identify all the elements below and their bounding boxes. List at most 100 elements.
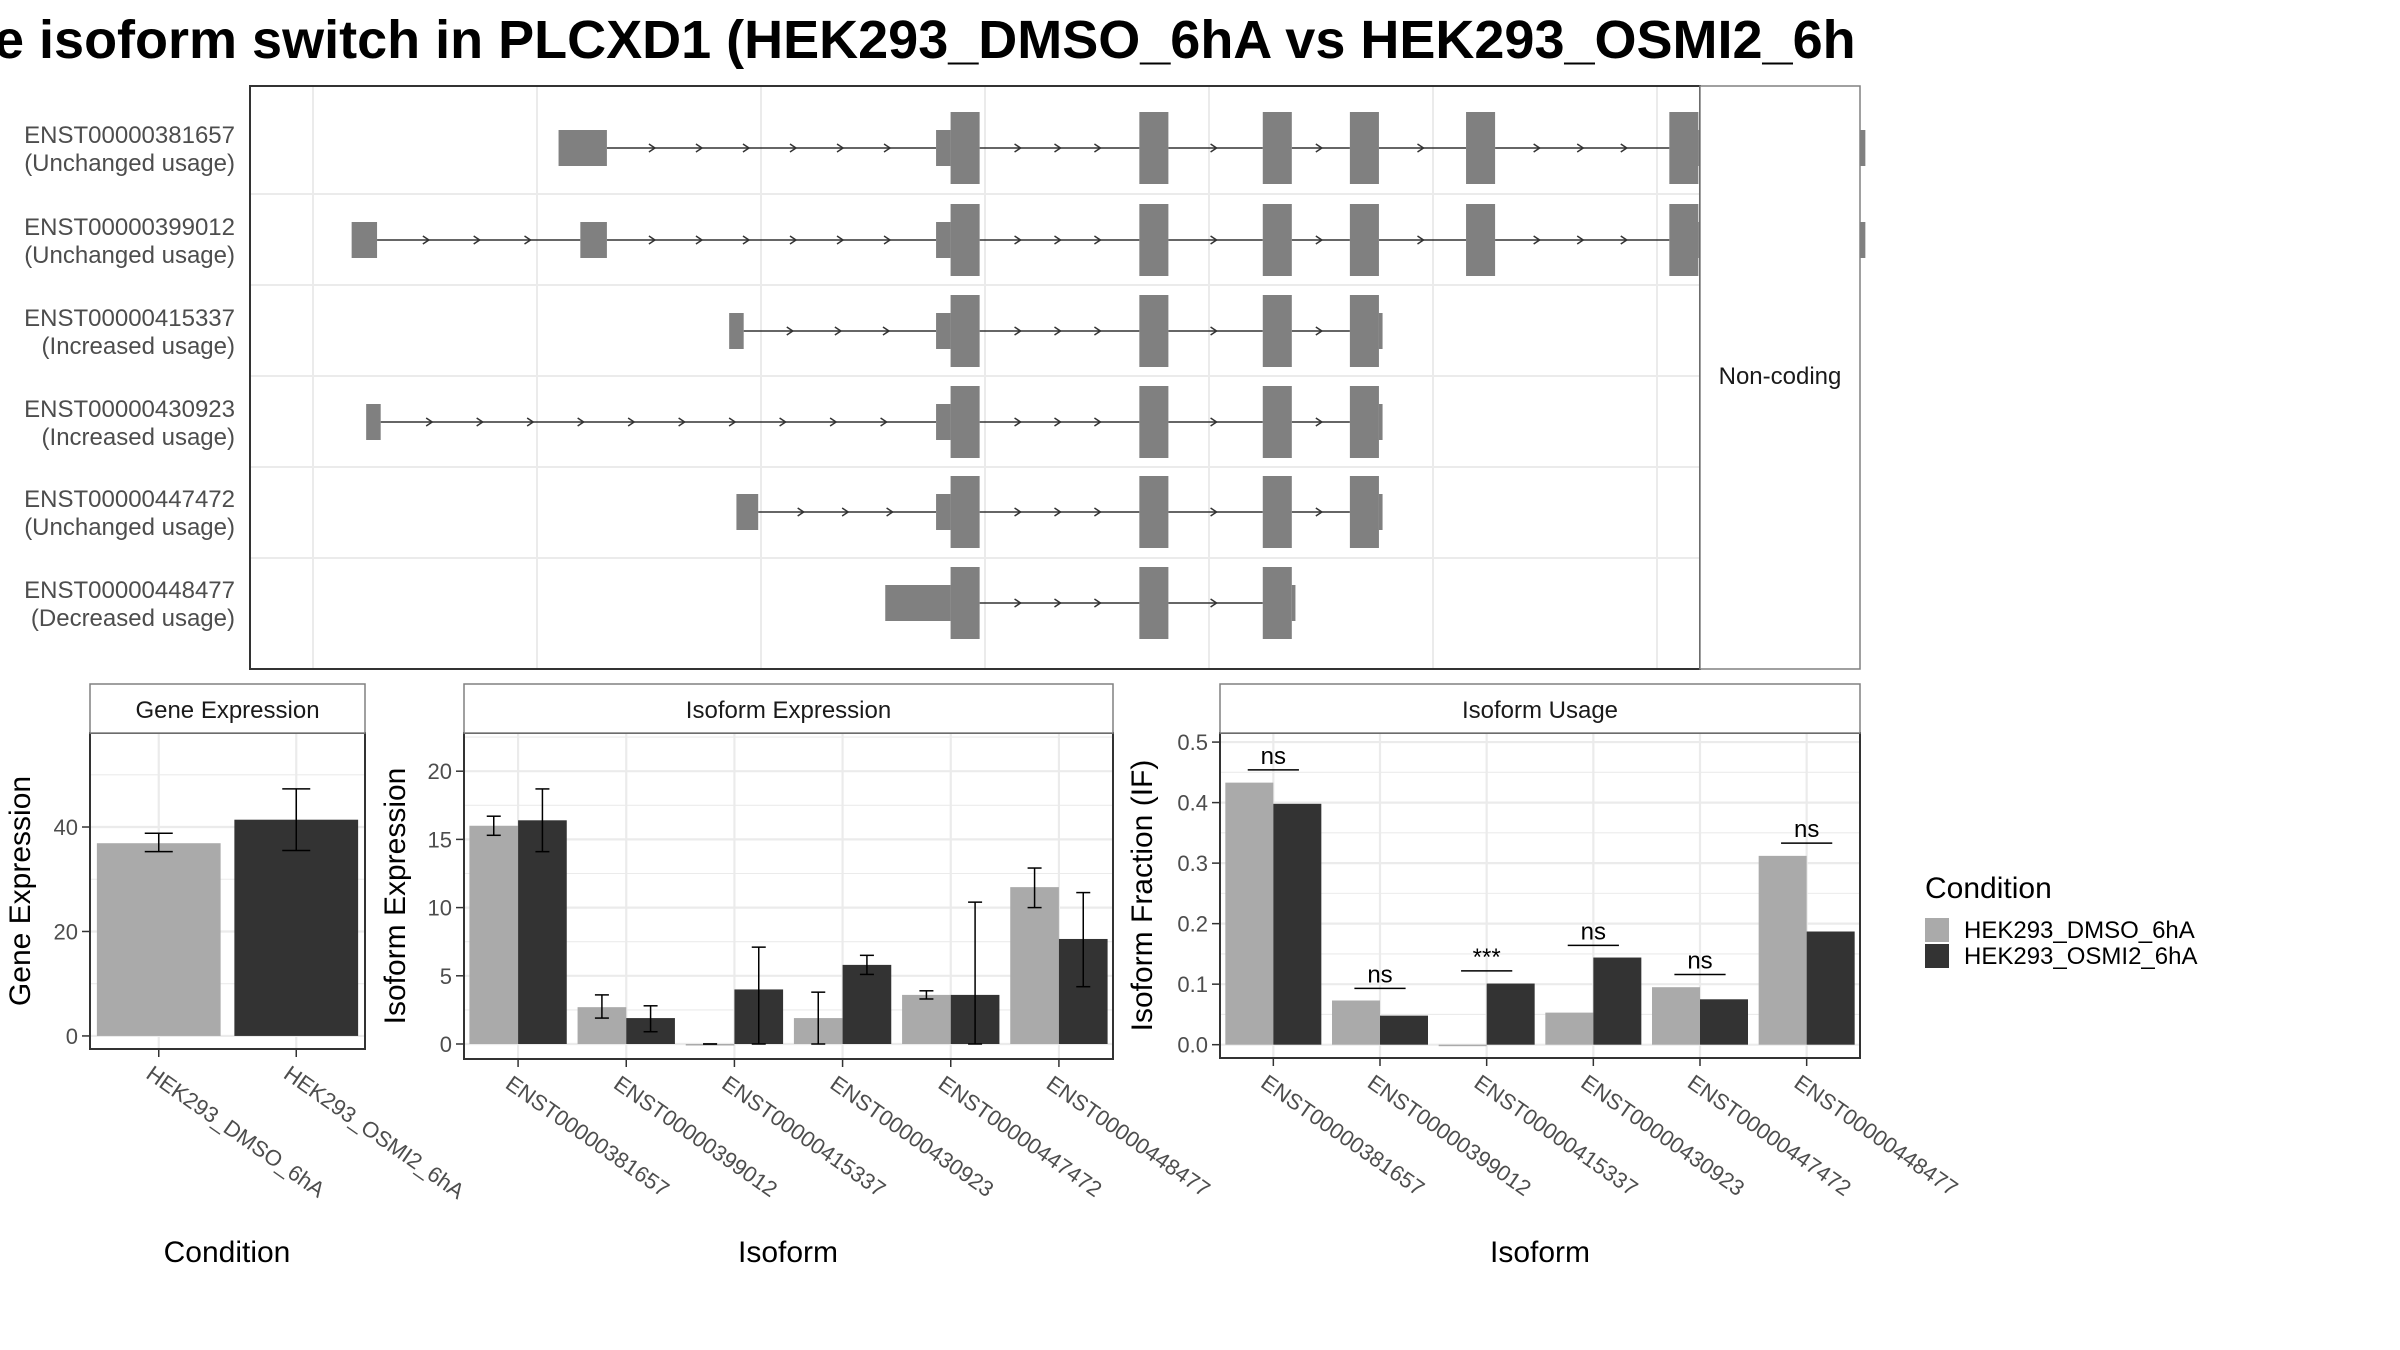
y-tick-label: 0 [66,1024,78,1049]
direction-arrow [1576,235,1585,245]
direction-arrow [678,417,686,427]
direction-arrow [1576,143,1585,153]
direction-arrow [1210,507,1218,517]
transcript-row: ENST00000430923(Increased usage) [24,386,1383,458]
exon-block [1262,567,1292,639]
direction-arrow [1533,143,1542,153]
significance-label: ns [1794,816,1819,843]
bar-ENST00000447472-series-0 [902,994,951,1044]
direction-arrow [779,417,787,427]
legend-title: Condition [1925,872,2052,905]
significance-label: ns [1261,743,1286,770]
significance-annotation: ns [1781,816,1833,844]
transcript-usage-label: (Unchanged usage) [24,242,235,269]
transcript-usage-label: (Decreased usage) [31,605,235,632]
exon-block [1349,476,1379,548]
exon-block [1139,567,1169,639]
significance-annotation: ns [1354,961,1406,990]
exon-block [580,222,607,258]
y-tick-label: 0.2 [1177,912,1208,937]
direction-arrow [422,235,431,245]
facet-strip [463,683,1114,734]
direction-arrow [1054,143,1062,153]
bar-ENST00000448477-series-0 [1010,887,1059,1044]
transcript-usage-label: (Increased usage) [42,424,235,451]
transcript-id-label: ENST00000448477 [24,577,235,604]
transcript-usage-label: (Increased usage) [42,333,235,360]
coding-status-label: Non-coding [1719,363,1842,390]
direction-arrow [1094,598,1102,608]
exon-block [936,494,951,530]
direction-arrow [1315,326,1324,336]
direction-arrow [1620,235,1629,245]
direction-arrow [1210,598,1218,608]
y-axis-title: Gene Expression [4,776,37,1006]
transcript-id-label: ENST00000415337 [24,305,235,332]
direction-arrow [1094,507,1102,517]
significance-annotation: ns [1247,743,1299,771]
exon-block [1378,404,1383,440]
exon-block [1139,476,1169,548]
transcript-row: ENST00000447472(Unchanged usage) [24,476,1383,548]
error-bar [535,788,550,853]
y-tick-label: 0.5 [1177,730,1208,755]
direction-arrow [425,417,434,427]
exon-block [736,494,759,530]
exon-block [950,567,980,639]
bar-ENST00000399012-series-0 [1332,1000,1380,1045]
facet-strip [1219,683,1861,734]
direction-arrow [476,417,485,427]
exon-block [1262,386,1292,458]
significance-label: ns [1367,961,1392,988]
bar-ENST00000381657-series-0 [469,825,519,1044]
bar-ENST00000381657-series-1 [1273,803,1322,1045]
exon-block [1466,112,1496,184]
exon-block [950,386,980,458]
x-axis-title: Isoform [1490,1236,1590,1269]
error-bar [486,815,501,837]
direction-arrow [1315,143,1324,153]
direction-arrow [1210,143,1218,153]
transcript-row: ENST00000448477(Decreased usage) [24,567,1296,639]
direction-arrow [695,143,704,153]
direction-arrow [829,417,838,427]
bar-ENST00000447472-series-0 [1652,987,1700,1045]
y-tick-label: 5 [440,964,452,989]
transcript-usage-label: (Unchanged usage) [24,150,235,177]
exon-block [1139,112,1169,184]
direction-arrow [1054,235,1062,245]
direction-arrow [789,235,798,245]
exon-block [1466,204,1496,276]
facet-strip [89,683,366,734]
bar-ENST00000399012-series-1 [1380,1015,1428,1045]
error-bar [643,1005,658,1033]
y-tick-label: 20 [54,919,78,944]
legend-entry: HEK293_OSMI2_6hA [1925,943,2197,970]
transcript-id-label: ENST00000447472 [24,486,235,513]
transcript-structure-panel: ENST00000381657(Unchanged usage)ENST0000… [24,85,1866,670]
exon-block [936,313,951,349]
error-bar [751,946,766,1045]
transcript-id-label: ENST00000399012 [24,214,235,241]
direction-arrow [1014,326,1022,336]
bar-ENST00000447472-series-1 [1700,999,1748,1045]
direction-arrow [1210,326,1218,336]
exon-block [885,585,951,621]
facet-strip-title: Isoform Usage [1462,697,1618,724]
direction-arrow [1210,235,1218,245]
y-tick-label: 0.4 [1177,791,1208,816]
direction-arrow [728,417,737,427]
direction-arrow [836,235,845,245]
facet-strip-title: Gene Expression [135,697,319,724]
legend-swatch [1925,944,1949,968]
bar-ENST00000381657-series-1 [518,820,567,1044]
error-bar [144,832,173,853]
exon-block [936,404,951,440]
y-axis-title: Isoform Fraction (IF) [1126,760,1159,1032]
exon-block [936,222,951,258]
legend-label: HEK293_OSMI2_6hA [1964,943,2197,970]
bar-ENST00000381657-series-0 [1225,782,1274,1045]
exon-block [366,404,381,440]
exon-block [1669,204,1699,276]
plot-background [1220,733,1860,1058]
